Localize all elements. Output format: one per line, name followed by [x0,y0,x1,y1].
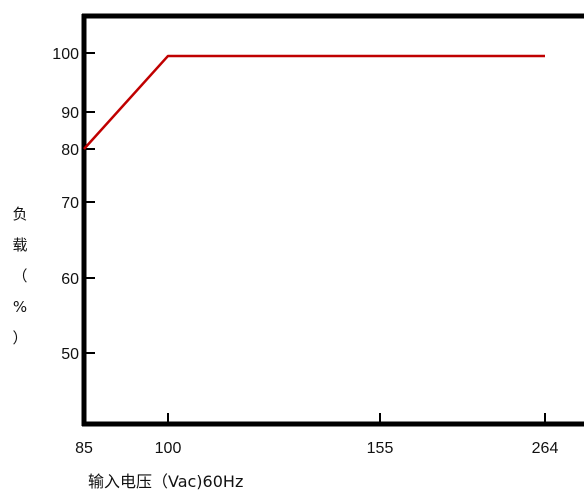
y-axis-label: 负载 （% ） [12,205,27,347]
x-axis-ticks: 85 100 155 264 [75,413,558,457]
y-axis-label-char: 负 [12,205,27,223]
y-tick-label-70: 70 [61,195,79,212]
y-tick-label-50: 50 [61,346,79,363]
y-tick-label-80: 80 [61,142,79,159]
y-axis-label-char: 载 [12,236,27,254]
y-axis-label-char: % [13,298,27,316]
y-tick-label-90: 90 [61,105,79,122]
y-axis-label-char: ） [12,329,27,347]
x-tick-label-155: 155 [367,440,394,457]
series-line-0 [83,54,545,150]
x-tick-label-85: 85 [75,440,93,457]
x-axis-label: 输入电压（Vac)60Hz [88,472,243,491]
y-tick-label-100: 100 [52,46,79,63]
series-group [83,54,545,150]
y-tick-label-60: 60 [61,271,79,288]
x-tick-label-100: 100 [155,440,182,457]
y-axis-ticks: 50 60 70 80 90 100 [52,46,95,363]
y-axis-label-char: （ [12,267,27,285]
x-tick-label-264: 264 [532,440,559,457]
